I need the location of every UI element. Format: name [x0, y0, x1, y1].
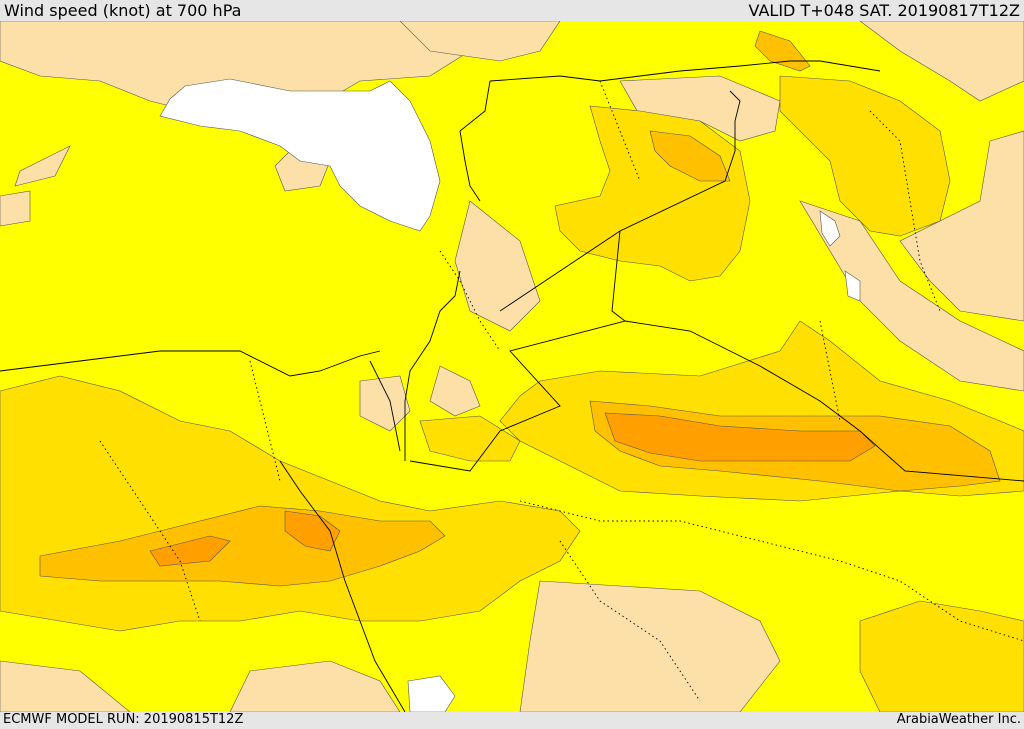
- header-bar: Wind speed (knot) at 700 hPa VALID T+048…: [0, 0, 1024, 21]
- country-borders: [0, 60, 1024, 712]
- footer-bar: ECMWF MODEL RUN: 20190815T12Z ArabiaWeat…: [0, 712, 1024, 729]
- valid-time: VALID T+048 SAT. 20190817T12Z: [748, 1, 1020, 20]
- moderate-wind-areas: [0, 75, 1024, 712]
- provincial-borders: [99, 80, 1024, 702]
- map-canvas: [0, 21, 1024, 712]
- light-wind-areas: [0, 21, 1024, 712]
- wind-speed-map: [0, 21, 1024, 712]
- model-run-label: ECMWF MODEL RUN: 20190815T12Z: [3, 712, 244, 727]
- map-title: Wind speed (knot) at 700 hPa: [4, 1, 242, 20]
- credit-label: ArabiaWeather Inc.: [896, 712, 1021, 727]
- stronger-wind-areas: [149, 412, 876, 567]
- calm-wind-areas: [159, 78, 861, 712]
